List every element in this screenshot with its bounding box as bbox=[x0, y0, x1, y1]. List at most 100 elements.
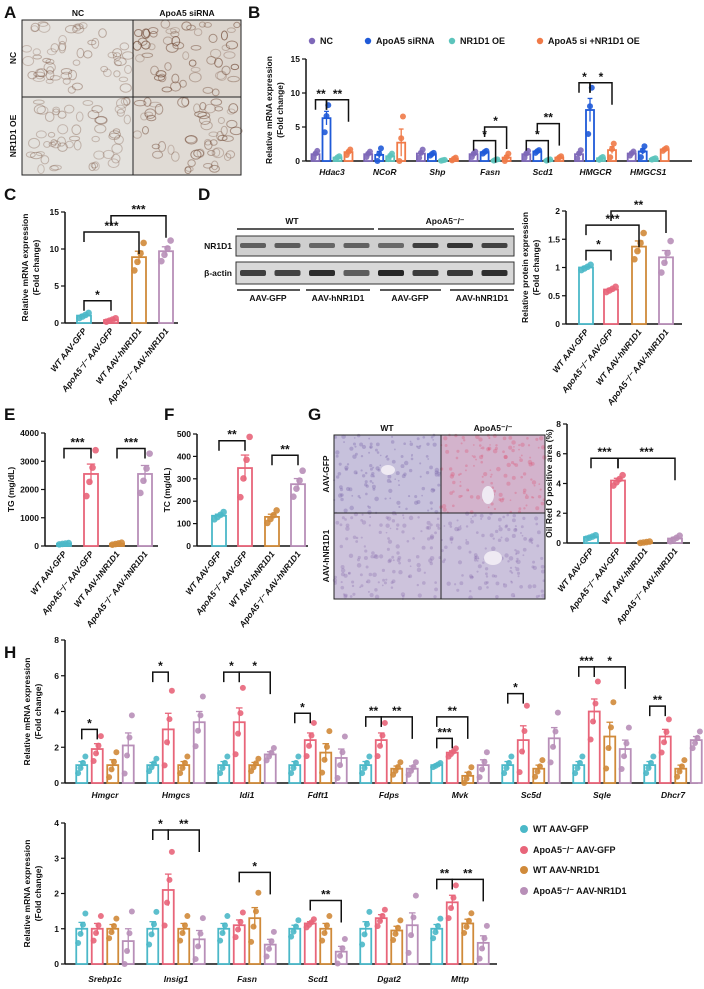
data-point bbox=[696, 728, 703, 735]
data-point bbox=[113, 749, 120, 756]
cell bbox=[171, 73, 180, 84]
tissue-nucleus bbox=[431, 488, 433, 491]
tissue-nucleus bbox=[522, 516, 526, 520]
tissue-nucleus bbox=[385, 454, 389, 458]
tissue-nucleus bbox=[464, 449, 469, 453]
cell bbox=[115, 97, 128, 109]
tissue-nucleus bbox=[494, 574, 498, 578]
blot-group-wt: WT bbox=[285, 216, 299, 226]
tissue-nucleus bbox=[523, 536, 528, 541]
tissue-nucleus bbox=[508, 445, 513, 450]
cell bbox=[25, 151, 36, 158]
data-point bbox=[89, 464, 96, 471]
tissue-nucleus bbox=[401, 530, 405, 534]
tissue-nucleus bbox=[449, 525, 453, 528]
data-point bbox=[623, 740, 630, 747]
tissue-nucleus bbox=[342, 593, 346, 596]
tissue-nucleus bbox=[344, 467, 348, 471]
y-tick-label: 1000 bbox=[20, 513, 39, 523]
tissue-nucleus bbox=[355, 540, 359, 543]
legend-marker bbox=[448, 37, 456, 45]
chart-d: 0 0.5 1 1.5 2 Relative protein expression (Fol… bbox=[520, 198, 682, 408]
blot-row-nr1d1: NR1D1 bbox=[204, 241, 232, 251]
tissue-nucleus bbox=[374, 554, 379, 560]
x-category-label: Fasn bbox=[480, 167, 500, 177]
panel-label-b: B bbox=[248, 3, 260, 22]
tissue-nucleus bbox=[541, 593, 546, 598]
tissue-nucleus bbox=[518, 507, 522, 511]
data-point bbox=[534, 768, 541, 775]
significance-label: ** bbox=[634, 198, 644, 212]
cell bbox=[217, 117, 225, 125]
tissue-nucleus bbox=[343, 441, 345, 443]
data-point bbox=[323, 922, 330, 929]
tissue-nucleus bbox=[339, 544, 343, 549]
panel-g-histology: WT ApoA5⁻/⁻ AAV-GFP AAV-hNR1D1 bbox=[321, 423, 547, 600]
tissue-nucleus bbox=[417, 516, 420, 519]
panel-label-h: H bbox=[4, 643, 16, 662]
cell bbox=[153, 74, 166, 81]
data-point bbox=[303, 753, 310, 760]
tissue-nucleus bbox=[344, 465, 349, 470]
tissue-nucleus bbox=[364, 471, 368, 475]
y-tick-label: 0 bbox=[54, 959, 59, 969]
tissue-nucleus bbox=[540, 589, 544, 593]
x-category-label: Shp bbox=[429, 167, 445, 177]
tissue-nucleus bbox=[460, 494, 463, 498]
cell bbox=[67, 69, 78, 81]
tissue-nucleus bbox=[374, 496, 379, 502]
data-point bbox=[468, 910, 475, 917]
data-point bbox=[93, 929, 100, 936]
data-point bbox=[128, 908, 135, 915]
tissue-nucleus bbox=[414, 500, 419, 505]
tissue-nucleus bbox=[459, 484, 462, 488]
cell bbox=[32, 54, 42, 60]
significance-label: ** bbox=[316, 87, 326, 101]
tissue-nucleus bbox=[372, 475, 376, 478]
tissue-nucleus bbox=[359, 586, 362, 589]
data-point bbox=[243, 456, 250, 464]
tissue-nucleus bbox=[484, 547, 487, 550]
data-point bbox=[131, 267, 138, 274]
tissue-nucleus bbox=[449, 537, 454, 542]
x-category-label: NCoR bbox=[373, 167, 397, 177]
tissue-nucleus bbox=[361, 444, 367, 450]
tissue-nucleus bbox=[386, 478, 391, 483]
tissue-nucleus bbox=[481, 480, 485, 484]
significance-bracket bbox=[483, 126, 508, 149]
tissue-nucleus bbox=[481, 533, 485, 538]
cell bbox=[171, 35, 181, 47]
tissue-nucleus bbox=[400, 455, 404, 458]
tissue-nucleus bbox=[495, 444, 498, 447]
y-tick-label: 15 bbox=[50, 207, 60, 217]
tissue-nucleus bbox=[400, 592, 406, 597]
data-point bbox=[239, 684, 246, 691]
cell bbox=[107, 51, 118, 59]
legend-marker bbox=[308, 37, 316, 45]
tissue-nucleus bbox=[351, 580, 355, 584]
significance-label: * bbox=[229, 659, 234, 673]
tissue-nucleus bbox=[379, 523, 383, 527]
tissue-nucleus bbox=[444, 444, 448, 447]
tissue-nucleus bbox=[506, 481, 511, 486]
significance-bracket bbox=[610, 210, 667, 233]
tissue-nucleus bbox=[510, 571, 514, 574]
data-point bbox=[184, 913, 191, 920]
tissue-nucleus bbox=[465, 525, 469, 528]
data-point bbox=[452, 882, 459, 889]
tissue-nucleus bbox=[369, 446, 372, 449]
data-point bbox=[290, 928, 297, 935]
significance-label: * bbox=[596, 238, 601, 252]
cell bbox=[57, 110, 67, 119]
data-point bbox=[430, 149, 437, 156]
bar bbox=[658, 256, 674, 325]
tissue-nucleus bbox=[345, 537, 349, 541]
tissue-nucleus bbox=[503, 455, 508, 459]
tissue-nucleus bbox=[417, 445, 421, 450]
tissue-nucleus bbox=[496, 466, 501, 472]
significance-bracket bbox=[536, 122, 561, 146]
significance-bracket bbox=[218, 439, 246, 451]
data-point bbox=[661, 739, 668, 746]
x-category-label: ApoA5⁻/⁻ AAV-hNR1D1 bbox=[613, 546, 679, 627]
